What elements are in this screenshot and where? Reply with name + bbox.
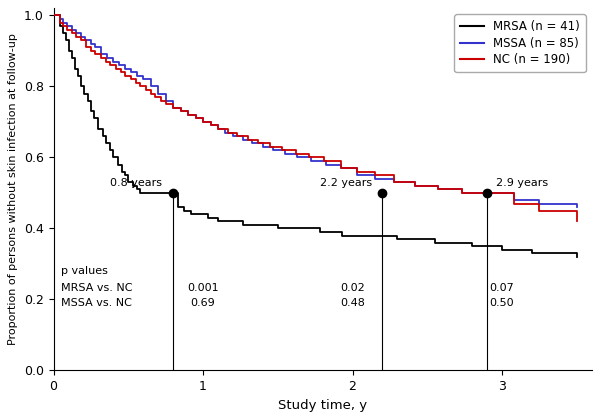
Text: MSSA vs. NC: MSSA vs. NC	[61, 298, 132, 307]
Text: 0.001: 0.001	[187, 284, 219, 294]
Text: 2.2 years: 2.2 years	[320, 178, 372, 188]
X-axis label: Study time, y: Study time, y	[278, 399, 367, 412]
Text: 0.69: 0.69	[191, 298, 215, 307]
Text: 0.48: 0.48	[340, 298, 365, 307]
Text: 0.50: 0.50	[490, 298, 514, 307]
Text: 0.02: 0.02	[340, 284, 365, 294]
Text: p values: p values	[61, 266, 108, 276]
Text: MRSA vs. NC: MRSA vs. NC	[61, 284, 133, 294]
Legend: MRSA (n = 41), MSSA (n = 85), NC (n = 190): MRSA (n = 41), MSSA (n = 85), NC (n = 19…	[454, 14, 586, 72]
Y-axis label: Proportion of persons without skin infection at follow-up: Proportion of persons without skin infec…	[8, 34, 19, 345]
Text: 0.8 years: 0.8 years	[110, 178, 163, 188]
Text: 2.9 years: 2.9 years	[496, 178, 548, 188]
Text: 0.07: 0.07	[490, 284, 514, 294]
